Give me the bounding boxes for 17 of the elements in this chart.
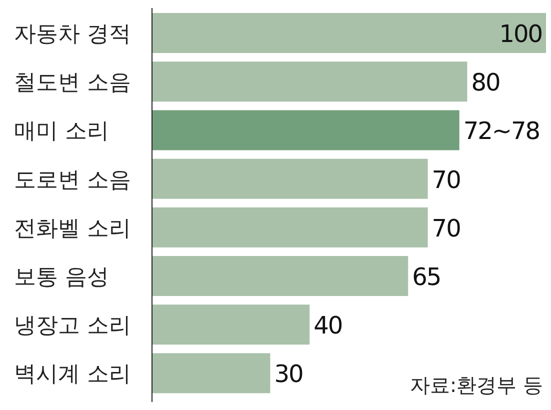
y-tick-label: 벽시계 소리 bbox=[14, 362, 131, 388]
data-label: 80 bbox=[471, 68, 500, 97]
annotation: 자료:환경부 등 bbox=[410, 373, 543, 397]
y-tick-label: 보통 음성 bbox=[14, 265, 109, 290]
data-label: 40 bbox=[314, 312, 342, 340]
y-tick-label: 도로변 소음 bbox=[14, 168, 131, 193]
y-tick-label: 자동차 경적 bbox=[14, 22, 131, 47]
data-label: 30 bbox=[274, 360, 303, 388]
data-label: 72~78 bbox=[463, 117, 540, 146]
y-tick-label: 전화벨 소리 bbox=[14, 216, 131, 242]
y-tick-label: 철도변 소음 bbox=[14, 70, 131, 96]
y-tick-label: 매미 소리 bbox=[14, 119, 109, 144]
data-label: 65 bbox=[412, 263, 441, 291]
data-label: 70 bbox=[432, 214, 460, 242]
y-tick-label: 냉장고 소리 bbox=[14, 314, 131, 339]
data-label: 100 bbox=[499, 20, 542, 48]
data-label: 70 bbox=[432, 166, 460, 194]
